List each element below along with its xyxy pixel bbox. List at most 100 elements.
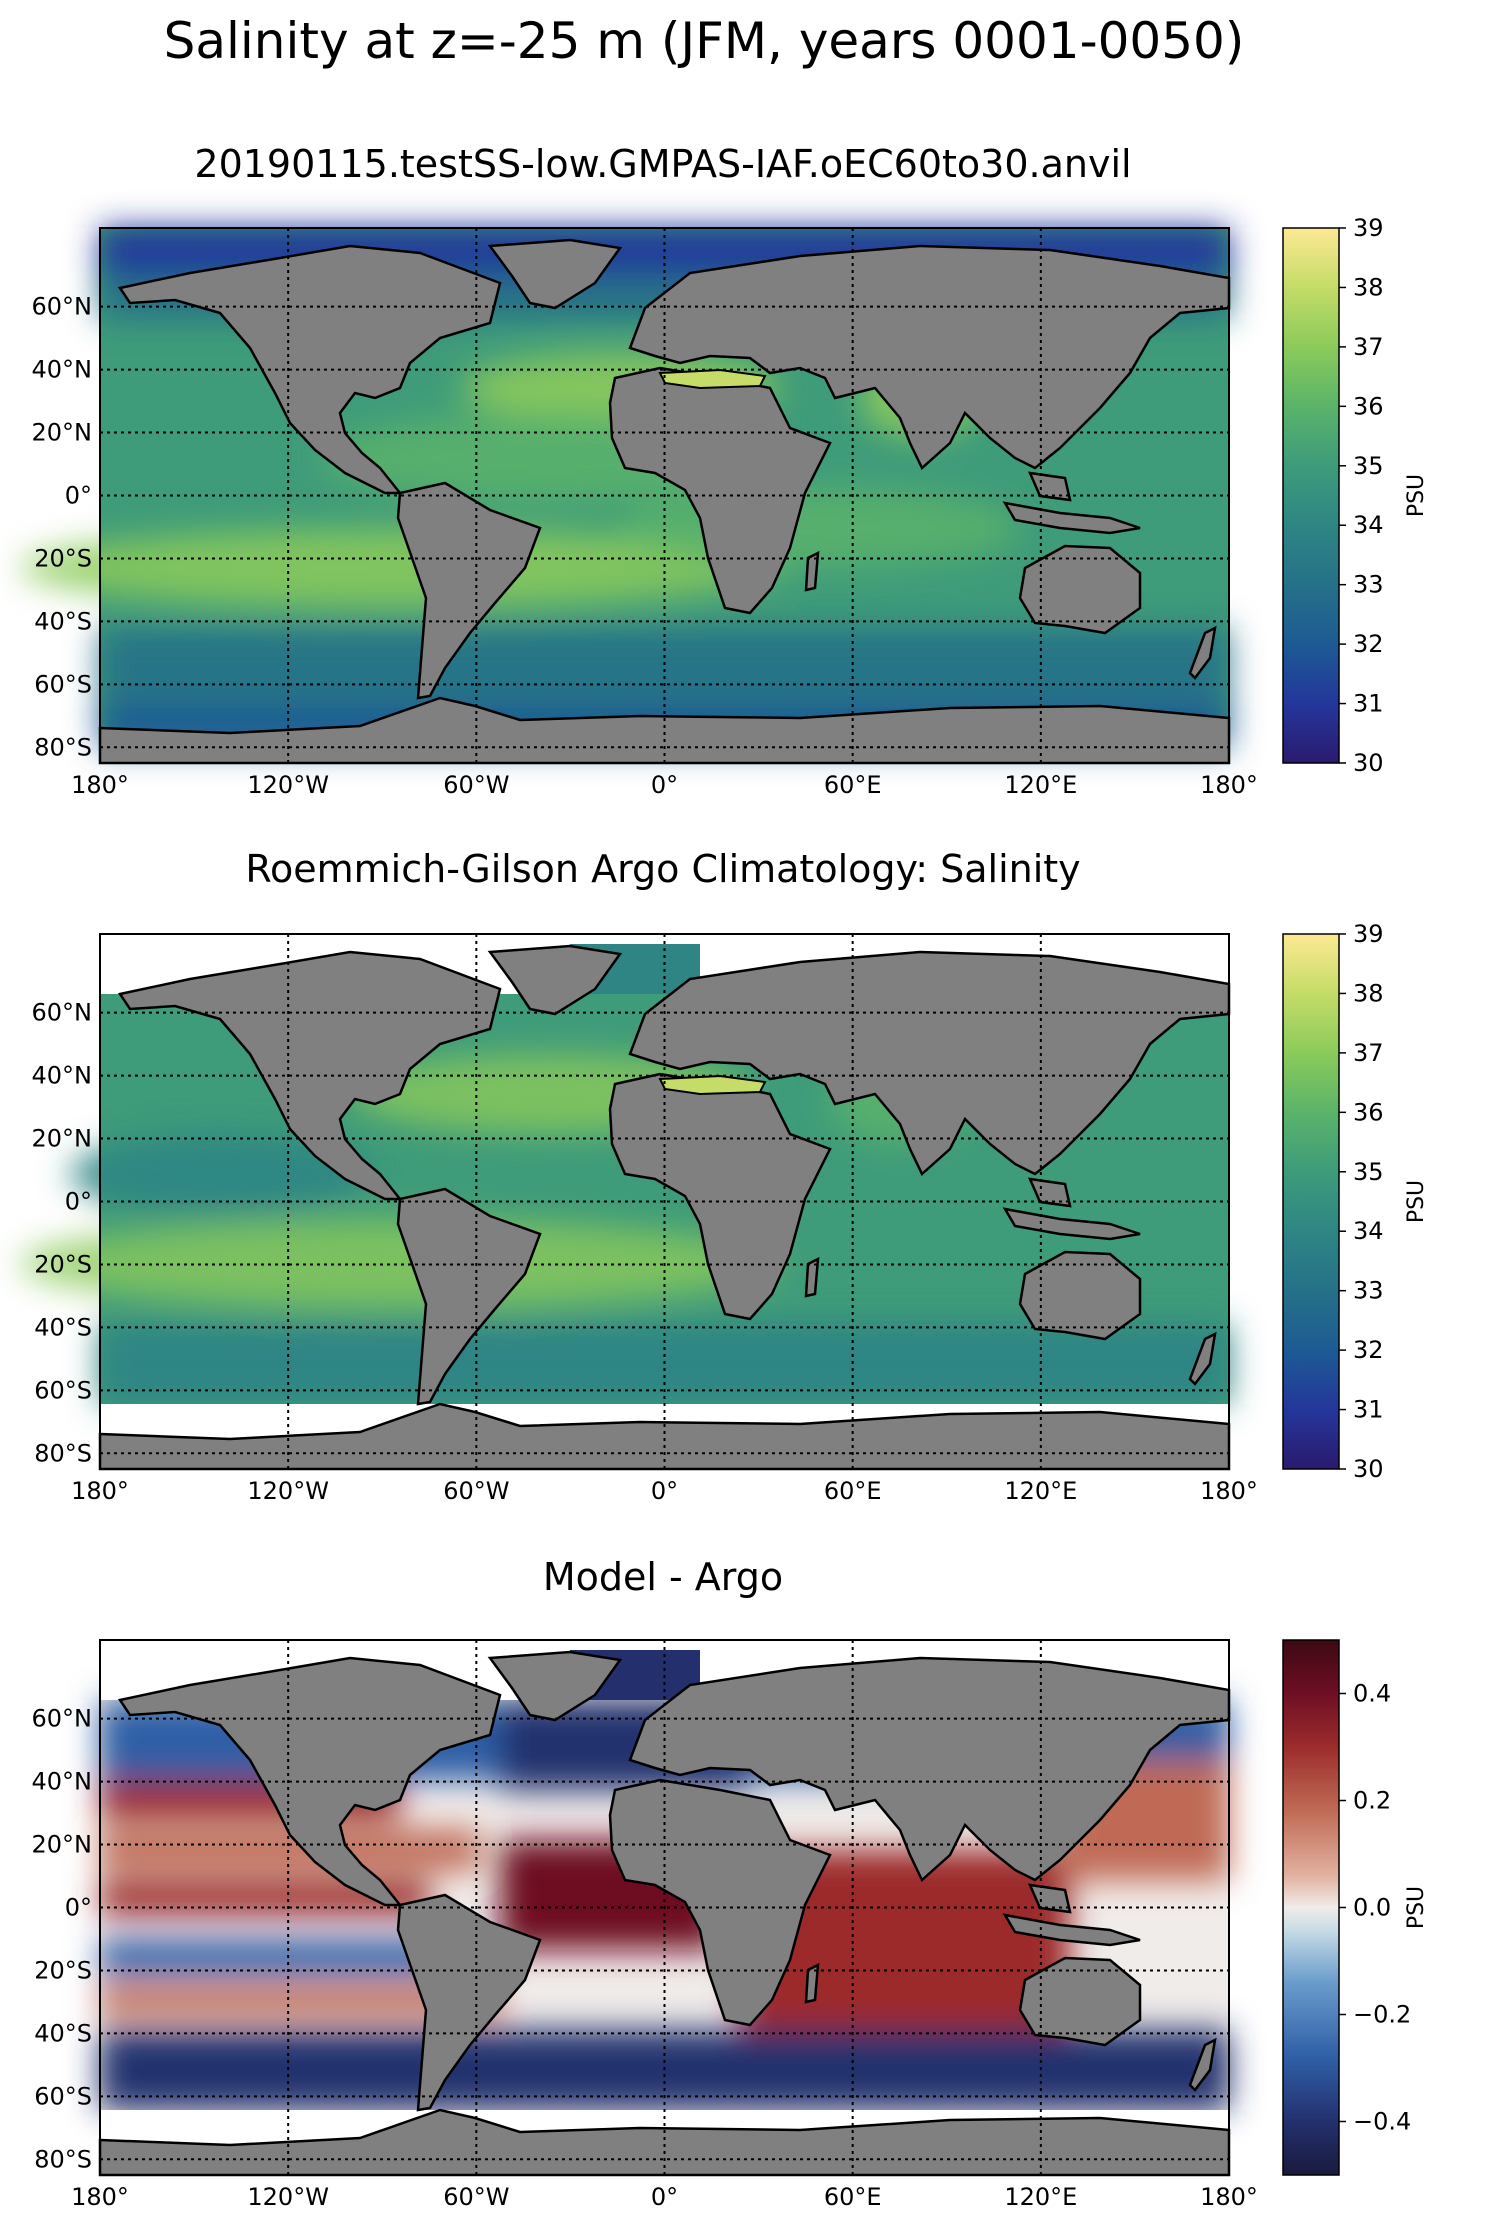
lon-tick-label: 60°W (443, 771, 509, 799)
colorbar-label: PSU (1404, 1886, 1429, 1929)
lon-tick-label: 120°W (247, 771, 329, 799)
colorbar-gradient (1282, 1639, 1340, 2176)
lat-tick-label: 60°S (34, 2082, 92, 2110)
map-plot: 60°N 40°N 20°N 0° 20°S 40°S 60°S 80°S 180° 120°W… (20, 933, 1258, 1505)
colorbar-tick-label: 30 (1353, 749, 1384, 777)
lon-tick-label: 180° (1200, 2183, 1258, 2211)
lon-tick-label: 0° (651, 771, 678, 799)
colorbar-tick-label: 38 (1353, 979, 1384, 1007)
lat-tick-label: 80°S (34, 2145, 92, 2173)
lat-tick-label: 40°N (32, 1062, 93, 1090)
panel-model: 20190115.testSS-low.GMPAS-IAF.oEC60to30.… (20, 142, 1429, 799)
lon-tick-label: 180° (71, 2183, 129, 2211)
lat-tick-label: 0° (65, 1188, 92, 1216)
colorbar-tick-label: 0.4 (1353, 1680, 1391, 1708)
colorbar-label: PSU (1404, 474, 1429, 517)
colorbar-gradient (1282, 933, 1340, 1470)
colorbar-tick-label: 33 (1353, 571, 1384, 599)
lon-tick-labels: 180° 120°W 60°W 0° 60°E 120°E 180° (71, 771, 1258, 799)
colorbar-tick-label: 35 (1353, 1158, 1384, 1186)
map-plot: 60°N 40°N 20°N 0° 20°S 40°S 60°S 80°S 180° 120°W… (20, 227, 1258, 799)
lat-tick-label: 40°S (34, 1313, 92, 1341)
lon-tick-label: 180° (1200, 771, 1258, 799)
map-plot: 60°N 40°N 20°N 0° 20°S 40°S 60°S 80°S 180° 120°W… (32, 1639, 1258, 2211)
panel-argo: Roemmich-Gilson Argo Climatology: Salini… (20, 847, 1429, 1505)
colorbar-label: PSU (1404, 1180, 1429, 1223)
lat-tick-label: 60°S (34, 1376, 92, 1404)
colorbar-tick-label: 36 (1353, 1098, 1384, 1126)
panel-difference: Model - Argo 60°N 40°N 20°N 0° (32, 1555, 1430, 2211)
colorbar-ticks: 30 31 32 33 34 35 36 37 38 39 (1339, 214, 1384, 777)
colorbar-tick-label: 34 (1353, 511, 1384, 539)
lon-tick-label: 0° (651, 1477, 678, 1505)
lon-tick-label: 60°W (443, 1477, 509, 1505)
lon-tick-label: 120°E (1004, 1477, 1077, 1505)
lon-tick-label: 120°W (247, 1477, 329, 1505)
panel-title: Model - Argo (543, 1555, 783, 1599)
colorbar-tick-label: −0.4 (1353, 2108, 1411, 2136)
colorbar-ticks: −0.4 −0.2 0.0 0.2 0.4 (1339, 1680, 1411, 2136)
lat-tick-label: 0° (65, 1894, 92, 1922)
lon-tick-label: 0° (651, 2183, 678, 2211)
colorbar: 30 31 32 33 34 35 36 37 38 39 PSU (1282, 920, 1429, 1483)
lon-tick-label: 180° (71, 771, 129, 799)
lat-tick-label: 20°N (32, 419, 93, 447)
panel-title: Roemmich-Gilson Argo Climatology: Salini… (245, 847, 1080, 891)
lat-tick-label: 40°N (32, 356, 93, 384)
colorbar-tick-label: 0.0 (1353, 1894, 1391, 1922)
colorbar-gradient (1282, 227, 1340, 764)
colorbar-tick-label: 31 (1353, 690, 1384, 718)
lat-tick-label: 20°S (34, 544, 92, 572)
map-frame (99, 933, 1230, 1470)
lon-tick-label: 60°E (824, 1477, 882, 1505)
colorbar-tick-label: 38 (1353, 273, 1384, 301)
lat-tick-label: 60°N (32, 1705, 93, 1733)
gridlines (100, 934, 1229, 1469)
colorbar-tick-label: 37 (1353, 333, 1384, 361)
lon-tick-label: 120°W (247, 2183, 329, 2211)
lon-tick-label: 120°E (1004, 771, 1077, 799)
colorbar-tick-label: 32 (1353, 1336, 1384, 1364)
lat-tick-label: 40°S (34, 607, 92, 635)
colorbar-tick-label: 0.2 (1353, 1787, 1391, 1815)
lat-tick-labels: 60°N 40°N 20°N 0° 20°S 40°S 60°S 80°S (32, 999, 93, 1468)
colorbar-ticks: 30 31 32 33 34 35 36 37 38 39 (1339, 920, 1384, 1483)
map-frame (99, 227, 1230, 764)
colorbar-tick-label: 39 (1353, 214, 1384, 242)
lon-tick-label: 60°W (443, 2183, 509, 2211)
lat-tick-label: 60°S (34, 670, 92, 698)
colorbar: 30 31 32 33 34 35 36 37 38 39 PSU (1282, 214, 1429, 777)
colorbar-tick-label: 30 (1353, 1455, 1384, 1483)
colorbar-tick-label: 37 (1353, 1039, 1384, 1067)
lat-tick-label: 20°S (34, 1956, 92, 1984)
lat-tick-label: 20°N (32, 1831, 93, 1859)
lat-tick-labels: 60°N 40°N 20°N 0° 20°S 40°S 60°S 80°S (32, 1705, 93, 2174)
lat-tick-label: 0° (65, 482, 92, 510)
colorbar-tick-label: 32 (1353, 630, 1384, 658)
colorbar-tick-label: 33 (1353, 1277, 1384, 1305)
lat-tick-label: 40°N (32, 1768, 93, 1796)
lat-tick-label: 80°S (34, 1439, 92, 1467)
lon-tick-labels: 180° 120°W 60°W 0° 60°E 120°E 180° (71, 2183, 1258, 2211)
panel-title: 20190115.testSS-low.GMPAS-IAF.oEC60to30.… (194, 142, 1131, 186)
lat-tick-label: 80°S (34, 733, 92, 761)
colorbar-tick-label: 31 (1353, 1396, 1384, 1424)
lat-tick-label: 20°N (32, 1125, 93, 1153)
lon-tick-label: 180° (1200, 1477, 1258, 1505)
colorbar-tick-label: −0.2 (1353, 2001, 1411, 2029)
lat-tick-label: 60°N (32, 293, 93, 321)
lat-tick-labels: 60°N 40°N 20°N 0° 20°S 40°S 60°S 80°S (32, 293, 93, 762)
colorbar-tick-label: 36 (1353, 392, 1384, 420)
lon-tick-labels: 180° 120°W 60°W 0° 60°E 120°E 180° (71, 1477, 1258, 1505)
figure-suptitle: Salinity at z=-25 m (JFM, years 0001-005… (164, 12, 1245, 70)
colorbar: −0.4 −0.2 0.0 0.2 0.4 PSU (1282, 1639, 1429, 2176)
lat-tick-label: 60°N (32, 999, 93, 1027)
lon-tick-label: 60°E (824, 771, 882, 799)
map-frame (99, 1639, 1230, 2176)
lat-tick-label: 20°S (34, 1250, 92, 1278)
lon-tick-label: 60°E (824, 2183, 882, 2211)
lon-tick-label: 180° (71, 1477, 129, 1505)
colorbar-tick-label: 34 (1353, 1217, 1384, 1245)
colorbar-tick-label: 39 (1353, 920, 1384, 948)
